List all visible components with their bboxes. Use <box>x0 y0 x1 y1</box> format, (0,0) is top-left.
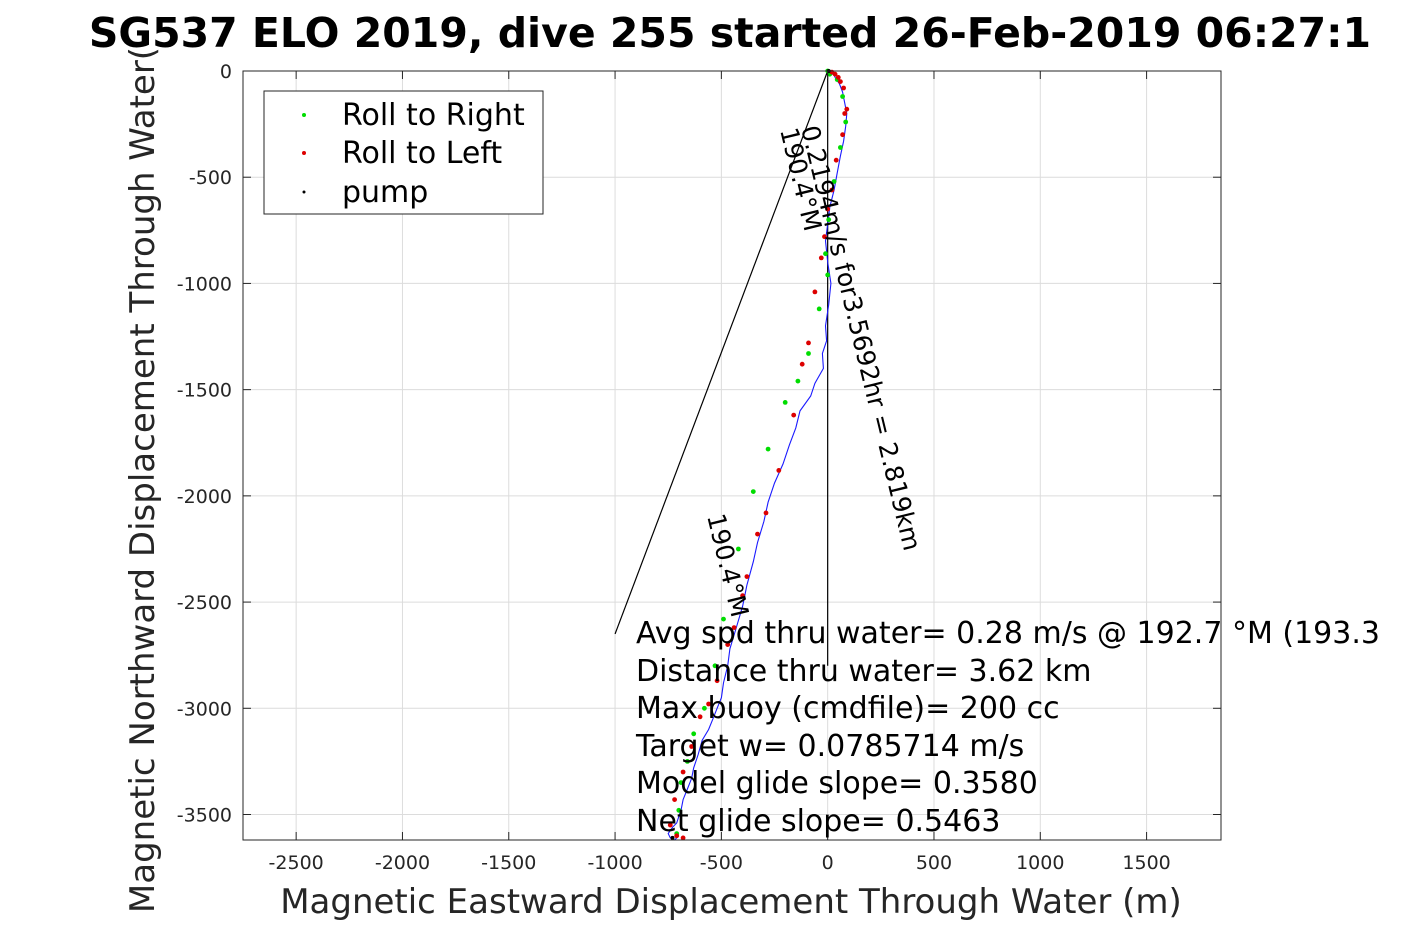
x-tick-label: -1500 <box>481 852 536 874</box>
roll-to-left-point <box>806 340 811 346</box>
roll-to-left-point <box>829 187 835 193</box>
pump-point <box>670 835 675 840</box>
roll-to-left-point <box>838 79 843 84</box>
roll-to-right-point <box>843 119 849 125</box>
roll-to-left-point <box>812 289 818 295</box>
roll-to-left-point <box>799 361 805 367</box>
roll-to-left-point <box>714 678 720 684</box>
roll-to-left-point <box>833 157 839 163</box>
y-tick-label: 0 <box>220 61 232 83</box>
roll-to-right-point <box>831 179 837 184</box>
x-tick-label: -2000 <box>375 852 430 874</box>
annotation-net-glide: Net glide slope= 0.5463 <box>636 804 1000 839</box>
x-tick-label: 1000 <box>1016 852 1064 874</box>
roll-to-right-point <box>750 489 756 494</box>
roll-to-right-point <box>676 807 682 813</box>
y-tick-label: -2500 <box>177 592 232 614</box>
legend-label-pump: pump <box>342 175 428 210</box>
legend-label-roll-left: Roll to Left <box>342 136 502 171</box>
roll-to-right-point <box>825 272 831 278</box>
roll-to-right-point <box>823 251 828 257</box>
roll-to-left-point <box>744 574 750 579</box>
annotation-distance: Distance thru water= 3.62 km <box>636 654 1091 689</box>
x-axis-ticks: -2500 -2000 -1500 -1000 -500 0 500 1000 1500 <box>269 71 1171 874</box>
roll-to-left-point <box>832 71 838 77</box>
roll-to-right-point <box>712 663 718 669</box>
roll-to-right-point <box>736 546 741 552</box>
roll-to-right-point <box>678 780 684 785</box>
y-tick-label: -3500 <box>177 805 232 827</box>
y-tick-label: -1500 <box>177 380 232 402</box>
roll-to-left-point <box>680 769 686 775</box>
x-axis-label: Magnetic Eastward Displacement Through W… <box>280 882 1182 922</box>
annotation-target-w: Target w= 0.0785714 m/s <box>635 729 1024 764</box>
roll-to-right-point <box>765 446 771 452</box>
legend-marker-pump <box>302 190 306 194</box>
roll-to-left-point <box>840 132 845 138</box>
roll-to-left-point <box>842 111 848 116</box>
roll-to-right-point <box>702 705 707 711</box>
y-tick-label: -1000 <box>177 273 232 295</box>
x-tick-label: -1000 <box>587 852 642 874</box>
roll-to-right-point <box>685 759 690 764</box>
legend-label-roll-right: Roll to Right <box>342 98 525 133</box>
x-tick-label: 500 <box>916 852 952 874</box>
roll-to-left-point <box>697 714 703 720</box>
roll-to-left-point <box>680 835 686 841</box>
roll-to-left-point <box>740 593 745 599</box>
roll-to-left-point <box>674 833 680 839</box>
axes-box <box>242 70 1222 841</box>
x-tick-label: -500 <box>700 852 743 874</box>
roll-to-left-point <box>825 206 831 212</box>
legend-box <box>263 90 544 215</box>
y-tick-label: -500 <box>189 167 232 189</box>
roll-to-right-point <box>826 217 832 223</box>
roll-to-left-point <box>818 255 824 261</box>
roll-to-left-point <box>822 234 827 240</box>
roll-to-right-point <box>806 351 811 356</box>
roll-to-left-point <box>706 701 711 707</box>
course-line <box>614 70 829 635</box>
x-tick-label: -2500 <box>269 852 324 874</box>
roll-to-left-point <box>725 642 731 647</box>
roll-to-left-point <box>844 106 850 112</box>
reference-lines <box>614 70 829 666</box>
roll-to-right-point <box>795 378 801 384</box>
x-tick-label: 1500 <box>1122 852 1170 874</box>
annotation-max-buoy: Max buoy (cmdfile)= 200 cc <box>636 691 1060 726</box>
y-tick-label: -3000 <box>177 698 232 720</box>
data-points <box>667 68 850 841</box>
x-tick-label: 0 <box>822 852 834 874</box>
legend: Roll to Right Roll to Left pump <box>263 90 544 215</box>
y-axis-ticks: 0 -500 -1000 -1500 -2000 -2500 -3000 -3500 <box>177 61 1221 827</box>
roll-to-left-point <box>776 468 782 473</box>
roll-to-left-point <box>689 744 694 749</box>
roll-to-right-point <box>840 94 845 99</box>
roll-to-left-point <box>763 510 769 516</box>
roll-to-right-point <box>782 400 788 405</box>
legend-marker-roll-left <box>302 151 306 155</box>
roll-to-left-point <box>791 412 797 418</box>
roll-to-left-point <box>835 75 841 80</box>
roll-to-right-point <box>691 731 697 737</box>
roll-to-left-point <box>755 531 760 537</box>
annotation-block: Avg spd thru water= 0.28 m/s @ 192.7 °M … <box>635 616 1380 839</box>
roll-to-left-point <box>841 85 846 91</box>
legend-marker-roll-right <box>302 113 306 117</box>
roll-to-right-point <box>721 616 726 622</box>
y-axis-label: Magnetic Northward Displacement Through … <box>123 47 163 913</box>
roll-to-right-point <box>816 306 822 312</box>
annotation-model-glide: Model glide slope= 0.3580 <box>636 766 1038 801</box>
y-tick-label: -2000 <box>177 486 232 508</box>
roll-to-left-point <box>667 822 673 828</box>
chart-title: SG537 ELO 2019, dive 255 started 26-Feb-… <box>89 9 1371 57</box>
roll-to-left-point <box>731 625 737 630</box>
roll-to-left-point <box>672 797 677 802</box>
roll-to-right-point <box>838 145 843 150</box>
annotation-avg-speed: Avg spd thru water= 0.28 m/s @ 192.7 °M … <box>636 616 1380 651</box>
